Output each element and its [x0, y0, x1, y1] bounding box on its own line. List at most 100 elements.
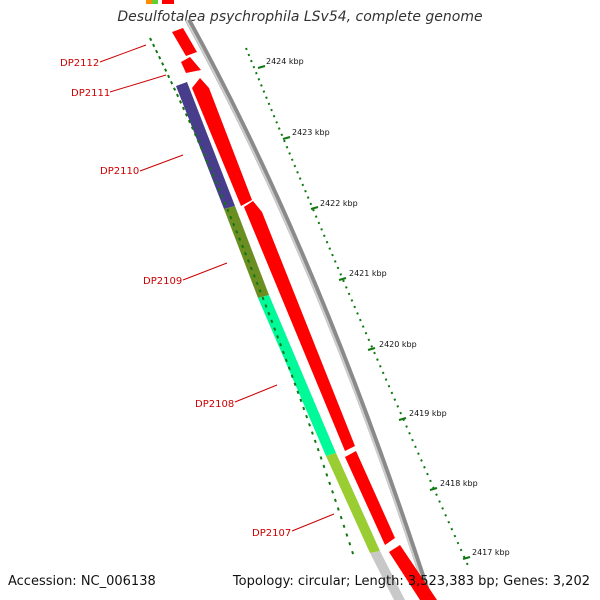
ruler-dot: [241, 244, 245, 249]
ruler-dot: [399, 411, 402, 415]
ruler-dot: [317, 221, 321, 225]
gene-label-dp2107[interactable]: DP2107: [252, 528, 291, 539]
ruler-dot: [255, 281, 259, 286]
ruler-dot: [328, 247, 332, 250]
ruler-dot: [287, 366, 291, 371]
ruler-dot: [267, 102, 271, 106]
cds-block[interactable]: [244, 201, 355, 451]
ruler-dot: [423, 465, 426, 469]
leader-line: [291, 513, 335, 532]
gene-labels: DP2112 DP2111 DP2110 DP2109 DP2108 DP210…: [60, 44, 335, 539]
tick-mark: [367, 347, 376, 351]
ruler-dot: [426, 472, 429, 476]
ruler-dot: [353, 305, 357, 309]
tick-mark: [257, 65, 266, 69]
ruler-dot: [361, 325, 365, 328]
ruler-dot: [170, 80, 174, 85]
gene-label-dp2112[interactable]: DP2112: [60, 58, 99, 69]
tick-label: 2422 kbp: [320, 199, 358, 208]
ruler-dot: [246, 259, 250, 263]
ruler-dot: [453, 534, 457, 538]
ruler-dot: [252, 65, 256, 69]
ruler-dot: [342, 279, 345, 283]
ruler-dot: [450, 527, 454, 531]
ruler-dot: [226, 208, 230, 213]
ruler-dot: [247, 53, 251, 57]
gene-label-dp2109[interactable]: DP2109: [143, 276, 182, 287]
ruler-dot: [314, 215, 318, 218]
cds-block[interactable]: [172, 28, 197, 56]
ruler-dot: [306, 196, 310, 199]
genome-stats-text: Topology: circular; Length: 3,523,383 bp…: [232, 574, 590, 589]
ruler-dot: [370, 345, 374, 348]
ruler-dot: [202, 153, 206, 157]
leader-line: [109, 74, 167, 93]
outer-ruler: [245, 47, 469, 566]
ruler-dot: [325, 473, 329, 477]
accession-text: Accession: NC_006138: [8, 574, 156, 589]
ruler-dot: [328, 481, 332, 486]
cds-ring: [146, 0, 437, 600]
ruler-dot: [411, 438, 414, 442]
ruler-dot: [272, 114, 276, 118]
ruler-dot: [441, 507, 444, 510]
cds-block[interactable]: [192, 78, 252, 206]
ruler-dot: [155, 49, 159, 54]
ruler-dot: [345, 533, 349, 537]
ruler-dot: [331, 490, 334, 494]
ruler-dot: [161, 62, 165, 66]
ruler-dot: [217, 187, 221, 192]
gene-label-dp2110[interactable]: DP2110: [100, 166, 139, 177]
ruler-dot: [283, 139, 286, 143]
ruler-dot: [258, 289, 262, 293]
leader-line: [182, 262, 228, 281]
ruler-dot: [275, 121, 278, 124]
gene-segment-dp2109[interactable]: [224, 206, 269, 298]
ruler-dot: [344, 286, 348, 289]
ruler-dot: [435, 493, 438, 496]
tick-mark: [338, 277, 347, 281]
ruler-dot: [387, 384, 391, 388]
ruler-dot: [235, 230, 239, 234]
ruler-dot: [284, 358, 288, 363]
ruler-dot: [244, 251, 247, 256]
ruler-dot: [220, 194, 224, 199]
ruler-dot: [267, 311, 271, 316]
ruler-dot: [290, 374, 294, 378]
cds-block[interactable]: [181, 57, 201, 73]
gene-label-dp2111[interactable]: DP2111: [71, 88, 110, 99]
ruler-dot: [333, 260, 337, 263]
gene-segment-dp2110[interactable]: [176, 82, 235, 209]
ruler-dot: [396, 405, 400, 408]
gene-label-dp2108[interactable]: DP2108: [195, 399, 234, 410]
ruler-dot: [199, 146, 203, 150]
tick-label: 2417 kbp: [472, 548, 510, 557]
ruler-dot: [462, 555, 466, 559]
ruler-dot: [264, 304, 268, 308]
ruler-dot: [367, 338, 371, 342]
ruler-dot: [316, 447, 320, 452]
ruler-dot: [350, 299, 354, 302]
ruler-dot: [187, 119, 191, 124]
ruler-dot: [261, 296, 265, 301]
ruler-dot: [376, 358, 379, 361]
cds-block[interactable]: [345, 451, 395, 545]
tick-marks: 2424 kbp 2423 kbp 2422 kbp 2421 kbp 2420…: [257, 57, 510, 560]
ruler-dot: [285, 145, 289, 149]
ruler-dot: [152, 43, 156, 48]
gene-segment-dp2108[interactable]: [258, 295, 336, 456]
ruler-dot: [381, 371, 385, 375]
inner-ruler: [149, 37, 355, 555]
cds-block[interactable]: [389, 545, 437, 600]
gene-segment-dp2107[interactable]: [326, 453, 380, 553]
ruler-dot: [414, 445, 417, 449]
ruler-dot: [339, 273, 343, 276]
ruler-dot: [336, 507, 340, 511]
ruler-dot: [280, 133, 284, 137]
ruler-dot: [262, 90, 266, 93]
ruler-dot: [356, 312, 359, 315]
ruler-dot: [196, 139, 200, 144]
ruler-dot: [351, 550, 355, 555]
ruler-dot: [208, 166, 212, 171]
ruler-dot: [167, 74, 171, 79]
